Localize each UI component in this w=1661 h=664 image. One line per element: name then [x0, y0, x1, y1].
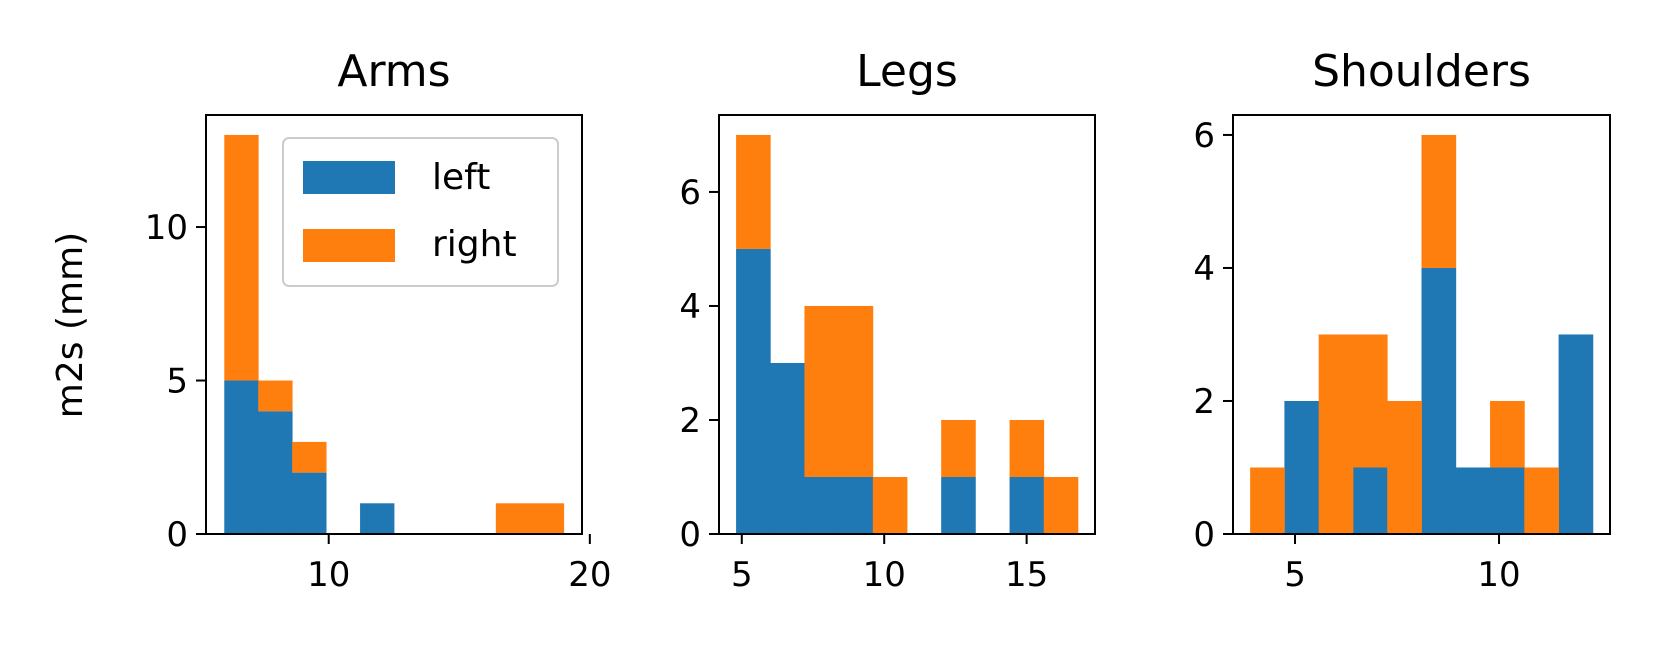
legs-y-tick-label-6: 6: [679, 173, 701, 213]
legs-y-tick-label-0: 0: [679, 515, 701, 555]
legs-bar-right-bin-1: [736, 134, 771, 249]
legs-axes-frame: [718, 114, 1096, 535]
arms-bar-left-bin-5: [360, 503, 395, 534]
shoulders-bar-right-bin-9: [1524, 467, 1559, 534]
arms-bar-right-bin-10: [529, 503, 565, 534]
shoulders-title: Shoulders: [1312, 46, 1531, 97]
shoulders-bar-left-bin-6: [1421, 267, 1457, 534]
shoulders-bar-right-bin-8: [1490, 400, 1525, 468]
subplot-legs: 5 10 15 0 2 4 6 Legs: [679, 46, 1096, 595]
arms-y-tick-label-5: 5: [166, 362, 188, 402]
arms-bar-left-bin-3: [292, 472, 327, 534]
legs-bar-left-bin-7: [941, 476, 976, 534]
legs-y-tick-label-4: 4: [679, 287, 701, 327]
arms-bar-right-bin-2: [258, 380, 293, 412]
legend: left right: [282, 137, 559, 287]
shoulders-bar-left-bin-4: [1352, 467, 1388, 534]
shoulders-x-tick-label-10: 10: [1477, 555, 1520, 595]
legs-bar-left-bin-3: [804, 476, 840, 534]
arms-axes-frame: [205, 114, 583, 535]
shoulders-bar-right-bin-6: [1421, 134, 1457, 268]
legs-bar-left-bin-4: [838, 476, 874, 534]
legend-label-left: left: [432, 157, 490, 198]
arms-bar-left-bin-1: [224, 380, 259, 534]
legs-bar-right-bin-4: [838, 305, 874, 477]
subplot-arms: 10 20 0 5 10 Arms: [145, 46, 612, 595]
shoulders-bar-right-bin-5: [1387, 400, 1422, 534]
subplot-shoulders: 5 10 0 2 4 6 Shoulders: [1193, 46, 1611, 595]
legs-x-tick-label-5: 5: [731, 555, 753, 595]
legs-bar-left-bin-1: [736, 248, 771, 534]
shoulders-y-tick-label-0: 0: [1193, 515, 1215, 555]
shoulders-bar-left-bin-7: [1455, 467, 1491, 534]
arms-x-tick-label-20: 20: [568, 555, 611, 595]
arms-bar-right-bin-3: [292, 441, 327, 473]
shoulders-bar-left-bin-10: [1558, 334, 1594, 534]
legs-y-tick-label-2: 2: [679, 401, 701, 441]
arms-x-tick-label-10: 10: [307, 555, 350, 595]
shoulders-y-tick-label-6: 6: [1193, 116, 1215, 156]
shoulders-y-tick-label-4: 4: [1193, 249, 1215, 289]
legs-bar-right-bin-7: [941, 419, 976, 477]
legend-swatch-left: [303, 161, 395, 194]
arms-bar-right-bin-1: [224, 134, 259, 381]
shoulders-bar-right-bin-4: [1352, 334, 1388, 468]
y-axis-label: m2s (mm): [50, 232, 91, 418]
legs-bar-right-bin-10: [1043, 476, 1079, 534]
shoulders-bar-left-bin-8: [1490, 467, 1525, 534]
legs-bar-left-bin-9: [1009, 476, 1045, 534]
arms-title: Arms: [337, 46, 450, 97]
legs-bar-right-bin-3: [804, 305, 840, 477]
legend-frame: [282, 137, 559, 287]
legs-bar-left-bin-2: [770, 362, 805, 534]
shoulders-x-tick-label-5: 5: [1284, 555, 1306, 595]
arms-bar-right-bin-9: [495, 503, 531, 534]
shoulders-y-tick-label-2: 2: [1193, 382, 1215, 422]
legend-label-right: right: [432, 224, 517, 265]
shoulders-axes-frame: [1232, 114, 1611, 535]
arms-y-tick-label-10: 10: [145, 208, 188, 248]
shoulders-bar-left-bin-2: [1284, 400, 1320, 534]
legs-x-tick-label-15: 15: [1005, 555, 1048, 595]
legs-bar-right-bin-9: [1009, 419, 1045, 477]
arms-y-tick-label-0: 0: [166, 515, 188, 555]
legend-swatch-right: [303, 229, 395, 262]
shoulders-bar-right-bin-1: [1250, 467, 1285, 534]
shoulders-bar-right-bin-3: [1318, 334, 1354, 534]
legs-x-tick-label-10: 10: [863, 555, 906, 595]
legs-bar-right-bin-5: [872, 476, 908, 534]
arms-bar-left-bin-2: [258, 411, 293, 534]
legs-title: Legs: [856, 46, 958, 97]
